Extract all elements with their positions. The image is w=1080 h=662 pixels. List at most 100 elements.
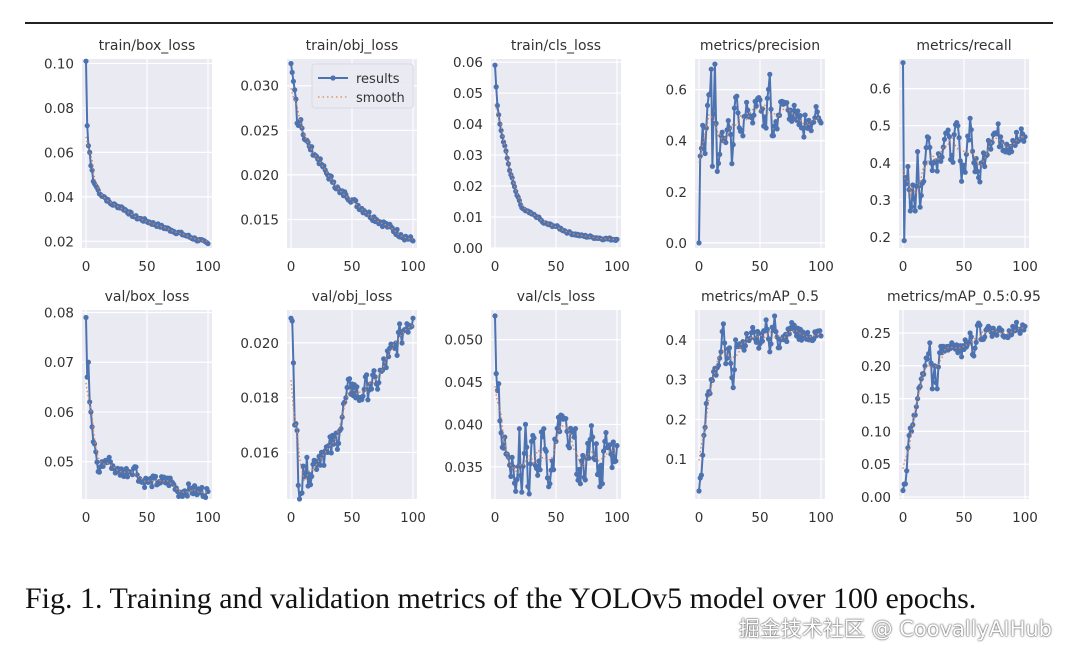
- results-point: [715, 160, 722, 166]
- smooth-line: [494, 104, 618, 241]
- results-point: [290, 78, 296, 84]
- results-point: [614, 443, 620, 449]
- results-point: [607, 442, 613, 448]
- results-point: [513, 488, 519, 494]
- results-point: [522, 421, 529, 427]
- results-point: [725, 118, 731, 124]
- subplot-title: train/cls_loss: [511, 38, 601, 54]
- results-point: [563, 416, 569, 422]
- results-point: [762, 114, 768, 120]
- results-point: [756, 345, 762, 351]
- results-point: [85, 359, 91, 365]
- results-point: [960, 162, 966, 168]
- results-point: [999, 327, 1005, 333]
- results-point: [945, 127, 951, 133]
- results-point: [334, 446, 340, 452]
- x-tick-label: 100: [604, 259, 630, 275]
- results-point: [951, 132, 957, 138]
- results-point: [773, 329, 779, 335]
- results-point: [995, 121, 1001, 127]
- results-point: [928, 360, 934, 366]
- results-point: [590, 434, 596, 440]
- results-point: [87, 399, 93, 405]
- results-point: [730, 142, 736, 148]
- results-point: [962, 169, 968, 175]
- results-point: [934, 168, 940, 174]
- smooth-line: [494, 386, 618, 473]
- results-point: [938, 158, 944, 164]
- results-point: [774, 126, 780, 132]
- y-tick-label: 0.2: [666, 412, 687, 428]
- results-point: [364, 372, 370, 378]
- results-point: [744, 331, 750, 337]
- results-point: [289, 69, 295, 75]
- results-point: [776, 345, 783, 351]
- x-tick-label: 0: [899, 259, 908, 275]
- results-point: [696, 488, 702, 494]
- results-point: [296, 496, 303, 502]
- results-point: [107, 459, 113, 465]
- results-point: [393, 340, 399, 346]
- results-point: [149, 484, 155, 490]
- results-point: [703, 400, 709, 407]
- results-point: [717, 151, 723, 157]
- results-point: [361, 386, 367, 392]
- results-point: [988, 146, 994, 152]
- results-point: [188, 485, 194, 491]
- y-tick-label: 0.3: [666, 373, 687, 389]
- subplot-title: val/obj_loss: [312, 289, 393, 305]
- results-point: [930, 374, 937, 380]
- results-point: [904, 181, 910, 187]
- results-point: [540, 434, 546, 440]
- subplot-metrics-map-0-5-0-95: 0.00 0.05 0.10 0.15 0.20 0.25 0 50 100 metrics/mA…: [861, 289, 1041, 526]
- results-point: [372, 374, 378, 380]
- subplot-metrics-recall: 0.2 0.3 0.4 0.5 0.6 0 50 100 metrics/recall: [870, 38, 1038, 275]
- subplot-metrics-map-0-5: 0.1 0.2 0.3 0.4 0 50 100 metrics/mAP_0.5: [666, 289, 834, 526]
- results-point: [592, 457, 598, 463]
- x-tick-label: 50: [138, 259, 155, 275]
- results-point: [309, 473, 315, 479]
- results-point: [934, 386, 940, 392]
- x-tick-label: 50: [138, 510, 155, 526]
- results-point: [1013, 129, 1020, 135]
- results-point: [293, 96, 299, 102]
- results-point: [723, 139, 729, 146]
- results-point: [915, 396, 921, 402]
- results-point: [904, 468, 910, 474]
- y-tick-label: 0.06: [453, 55, 483, 71]
- results-point: [717, 355, 723, 361]
- results-point: [96, 469, 102, 475]
- results-point: [765, 336, 772, 342]
- results-point: [203, 494, 209, 500]
- results-point: [965, 133, 971, 139]
- x-tick-label: 100: [808, 259, 834, 275]
- subplot-val-box-loss: 0.05 0.06 0.07 0.08 0 50 100 val/box_loss: [44, 289, 221, 526]
- results-point: [184, 493, 190, 499]
- legend-results-marker: [330, 75, 336, 81]
- smooth-line: [85, 382, 208, 494]
- x-tick-label: 100: [400, 510, 426, 526]
- results-point: [89, 424, 95, 430]
- results-point: [290, 360, 296, 366]
- subplot-title: val/cls_loss: [517, 289, 595, 305]
- results-point: [94, 459, 100, 465]
- results-point: [817, 328, 823, 334]
- results-point: [704, 102, 711, 108]
- results-point: [900, 487, 906, 494]
- y-tick-label: 0.040: [444, 417, 483, 433]
- x-tick-label: 100: [195, 259, 221, 275]
- results-point: [973, 155, 979, 162]
- results-point: [185, 481, 192, 487]
- results-point: [972, 345, 978, 351]
- results-point: [509, 454, 515, 460]
- x-tick-label: 0: [695, 259, 704, 275]
- results-point: [531, 435, 537, 441]
- results-point: [405, 329, 411, 335]
- results-point: [502, 143, 508, 149]
- subplot-title: metrics/mAP_0.5: [701, 289, 819, 305]
- results-point: [525, 483, 531, 490]
- results-point: [347, 376, 353, 382]
- results-point: [709, 163, 716, 169]
- y-tick-label: 0.4: [666, 333, 687, 349]
- results-point: [805, 329, 811, 336]
